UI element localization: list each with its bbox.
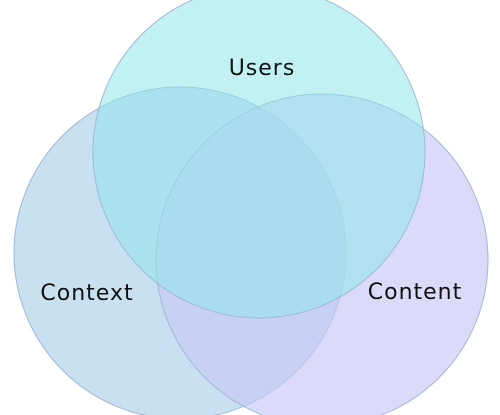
context-label: Context	[40, 281, 133, 306]
users-circle	[92, 0, 426, 319]
users-label: Users	[229, 56, 296, 81]
content-label: Content	[368, 280, 463, 305]
